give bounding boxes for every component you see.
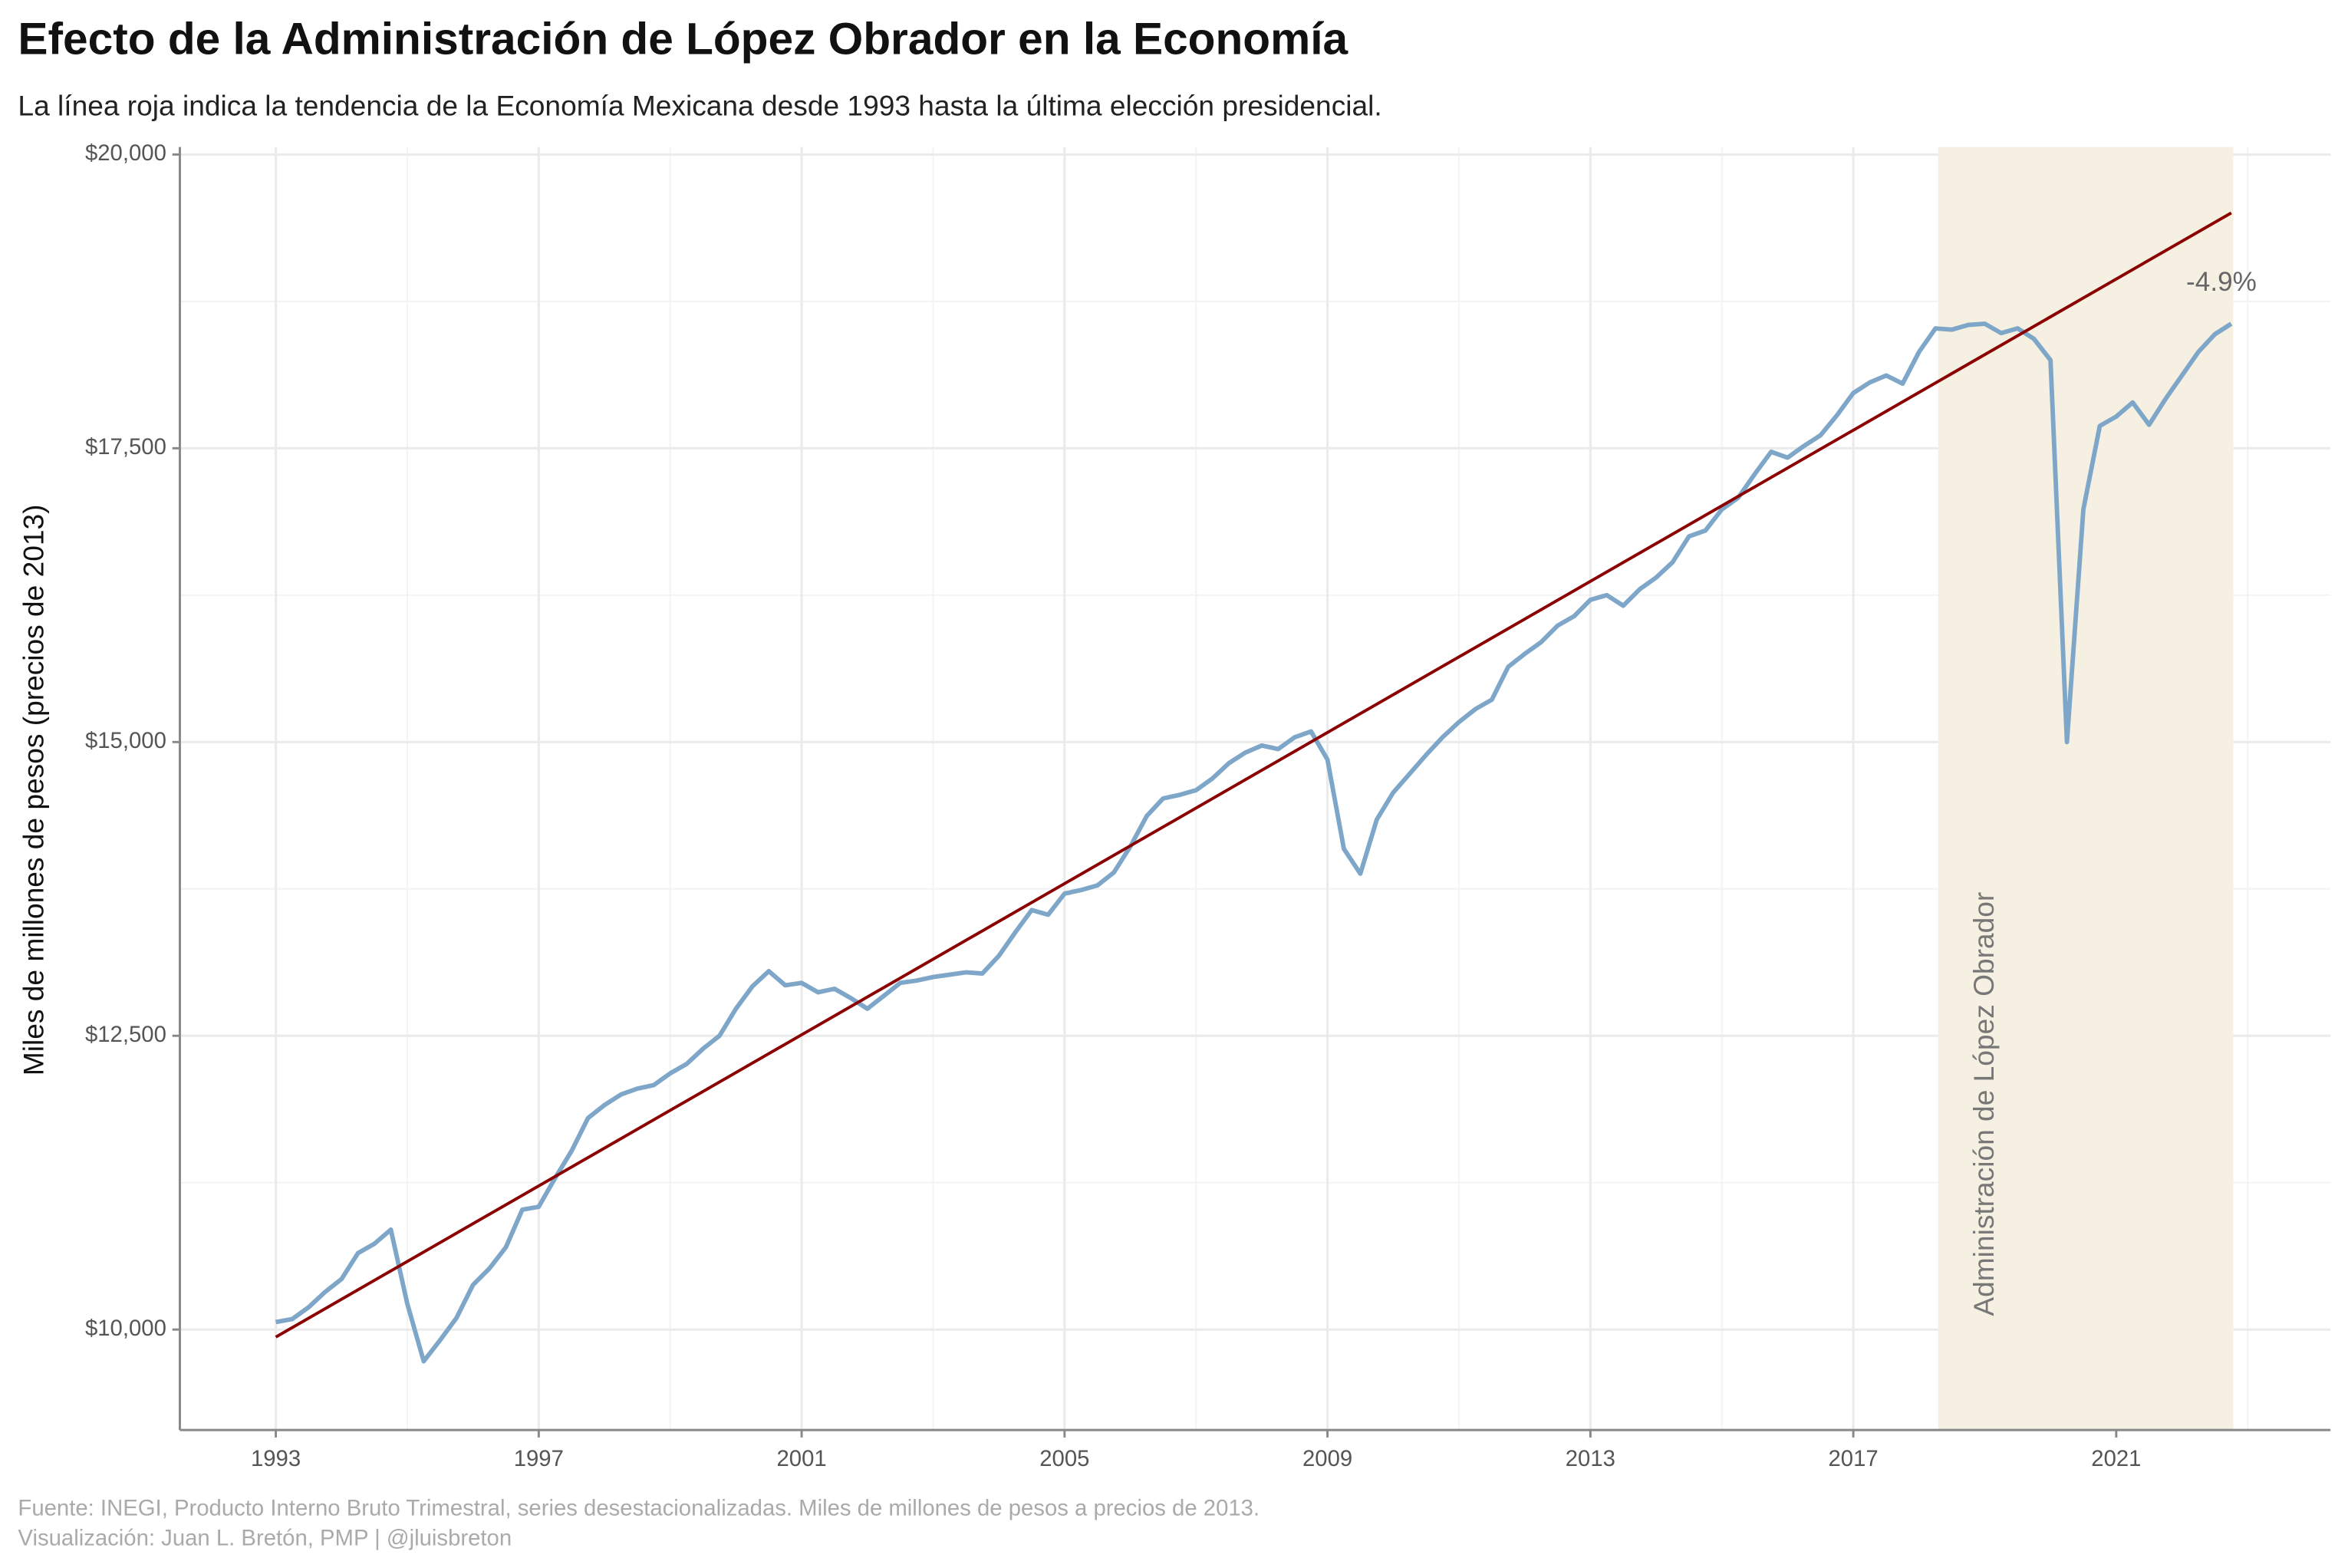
chart-title: Efecto de la Administración de López Obr… xyxy=(18,14,1348,64)
caption: Visualización: Juan L. Bretón, PMP | @jl… xyxy=(18,1525,512,1550)
chart-subtitle: La línea roja indica la tendencia de la … xyxy=(18,90,1381,122)
annotation: -4.9% xyxy=(2186,267,2257,297)
y-tick-label: $20,000 xyxy=(85,140,166,166)
x-tick-label: 2005 xyxy=(1039,1446,1089,1471)
shade-label: Administración de López Obrador xyxy=(1968,892,2000,1316)
y-tick-label: $17,500 xyxy=(85,434,166,460)
y-tick-label: $12,500 xyxy=(85,1022,166,1047)
y-axis-label: Miles de millones de pesos (precios de 2… xyxy=(18,504,50,1076)
shaded-period xyxy=(1938,147,2234,1431)
x-tick-label: 2009 xyxy=(1302,1446,1352,1471)
x-tick-label: 1993 xyxy=(251,1446,301,1471)
x-tick-label: 2001 xyxy=(776,1446,826,1471)
x-tick-label: 2013 xyxy=(1566,1446,1615,1471)
y-tick-label: $10,000 xyxy=(85,1316,166,1341)
y-tick-label: $15,000 xyxy=(85,728,166,753)
x-tick-label: 1997 xyxy=(514,1446,564,1471)
x-tick-label: 2017 xyxy=(1829,1446,1879,1471)
x-tick-label: 2021 xyxy=(2091,1446,2141,1471)
trend-line xyxy=(275,211,2232,1339)
data-line xyxy=(275,321,2233,1364)
caption: Fuente: INEGI, Producto Interno Bruto Tr… xyxy=(18,1495,1260,1520)
